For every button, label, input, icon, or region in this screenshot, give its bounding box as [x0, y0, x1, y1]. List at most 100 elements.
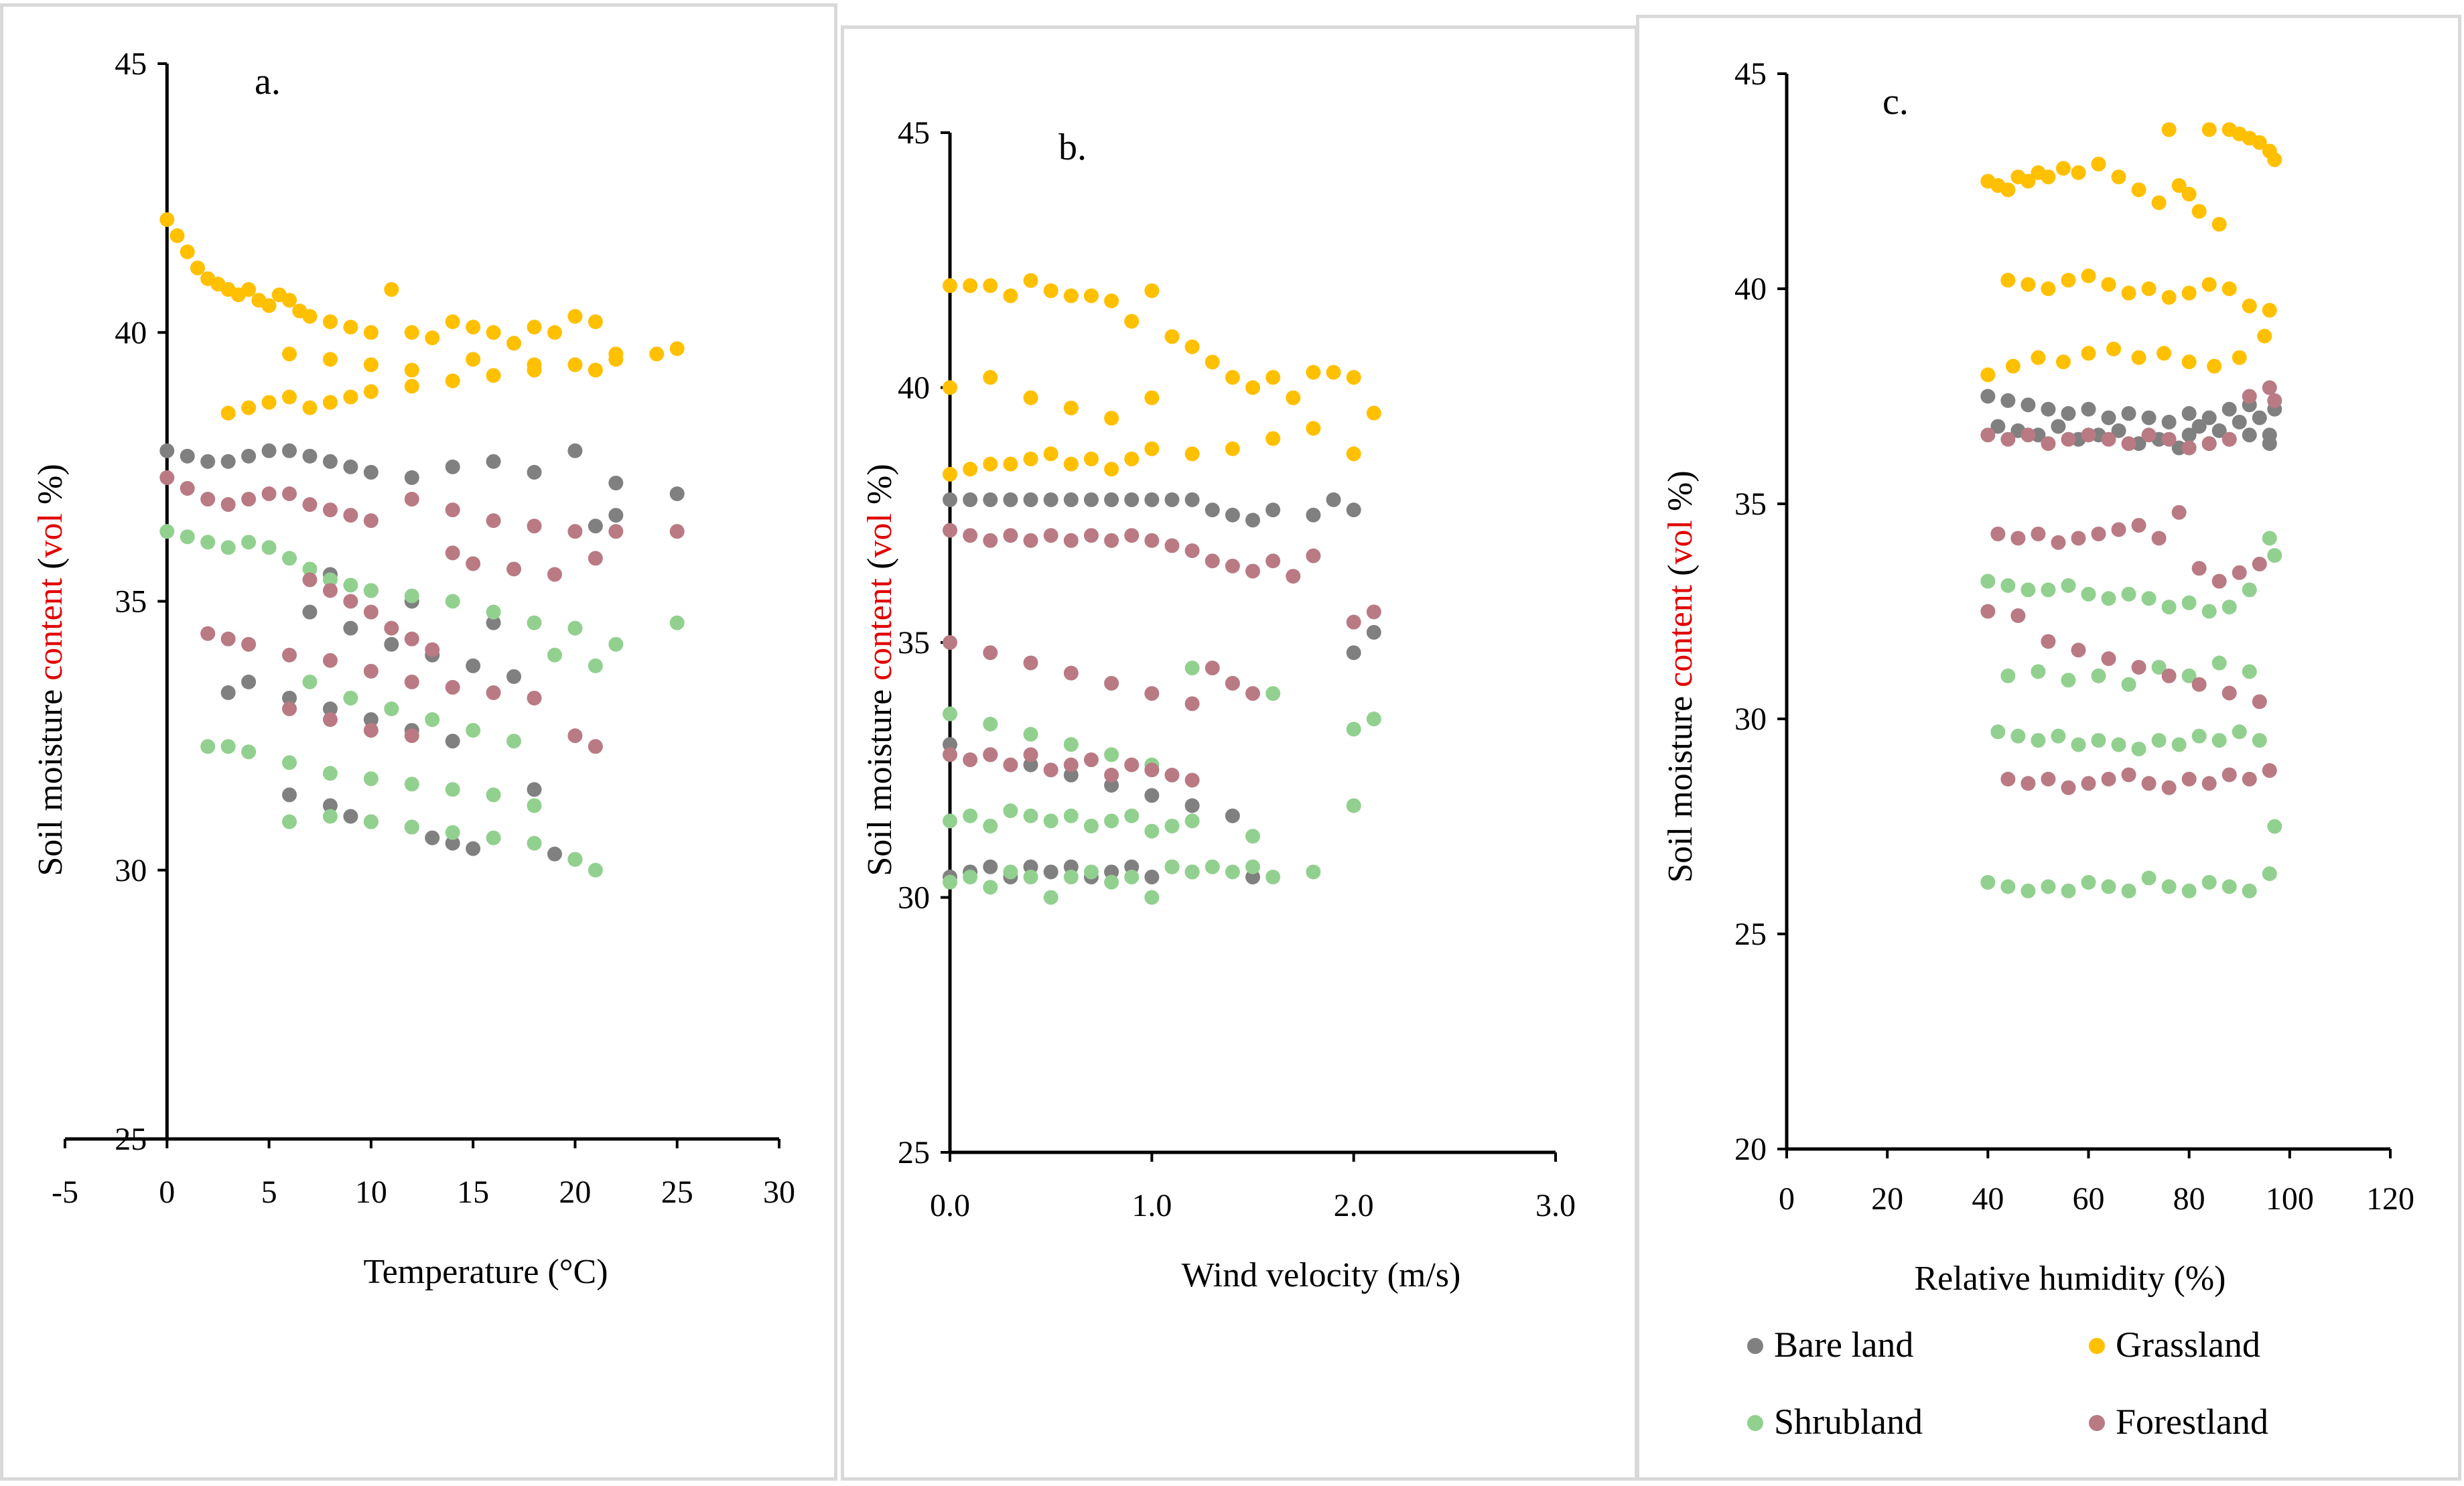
- data-point: [2201, 776, 2217, 791]
- x-tick-label: 100: [2266, 1181, 2314, 1217]
- data-point: [2041, 634, 2056, 649]
- data-point: [1063, 492, 1079, 507]
- data-point: [2181, 440, 2197, 456]
- data-point: [527, 464, 542, 480]
- data-point: [943, 523, 957, 538]
- data-point: [445, 782, 460, 797]
- data-point: [486, 454, 501, 469]
- data-point: [169, 228, 185, 243]
- y-axis-label: Soil moisture content (vol %): [31, 464, 70, 876]
- data-point: [1063, 737, 1079, 752]
- data-point: [200, 626, 216, 641]
- data-point: [282, 486, 297, 501]
- data-point: [486, 604, 501, 620]
- data-point: [1043, 528, 1058, 543]
- data-point: [2131, 659, 2146, 675]
- x-tick-label: 40: [1972, 1181, 2004, 1217]
- data-point: [1104, 293, 1119, 309]
- data-point: [1265, 370, 1281, 385]
- data-point: [2161, 122, 2177, 137]
- data-point: [943, 466, 957, 482]
- data-point: [1346, 798, 1361, 813]
- data-point: [963, 492, 978, 507]
- data-point: [1205, 553, 1220, 569]
- panel-label: c.: [1883, 81, 1909, 123]
- data-point: [241, 535, 257, 550]
- y-tick-label: 25: [1734, 917, 1767, 952]
- data-point: [2211, 423, 2227, 438]
- data-point: [1980, 573, 1996, 589]
- y-axis-label-part: %): [1661, 470, 1700, 520]
- data-point: [1366, 712, 1381, 727]
- data-point: [506, 669, 522, 684]
- data-point: [1063, 859, 1079, 874]
- y-tick-label: 45: [115, 46, 147, 82]
- data-point: [343, 320, 358, 335]
- data-point: [1023, 757, 1038, 772]
- data-point: [1225, 370, 1240, 385]
- y-tick-label: 45: [898, 115, 930, 151]
- panel-label: a.: [255, 61, 281, 103]
- data-point: [425, 712, 440, 728]
- data-point: [2000, 393, 2016, 408]
- data-point: [363, 723, 379, 738]
- data-point: [2191, 204, 2207, 219]
- data-point: [2121, 767, 2136, 783]
- data-point: [1104, 874, 1119, 890]
- data-point: [2262, 380, 2277, 395]
- data-point: [1043, 890, 1058, 905]
- data-point: [527, 320, 542, 335]
- data-point: [2101, 651, 2116, 667]
- data-point: [588, 362, 603, 378]
- data-point: [2101, 771, 2116, 787]
- data-point: [2041, 771, 2056, 787]
- data-point: [1144, 890, 1160, 905]
- data-point: [1286, 390, 1301, 405]
- data-point: [445, 459, 460, 474]
- data-point: [2221, 281, 2237, 296]
- data-point: [404, 776, 419, 792]
- data-point: [343, 459, 358, 474]
- data-point: [1023, 390, 1038, 405]
- data-point: [963, 752, 978, 768]
- data-point: [1184, 696, 1200, 712]
- data-point: [1184, 446, 1200, 462]
- x-tick-label: 0.0: [930, 1188, 970, 1223]
- data-point: [2252, 410, 2267, 425]
- data-point: [2252, 556, 2267, 571]
- data-point: [2151, 195, 2167, 210]
- data-point: [2000, 879, 2016, 894]
- data-point: [2242, 298, 2257, 314]
- data-point: [363, 583, 379, 598]
- data-point: [1104, 675, 1119, 691]
- data-point: [1980, 367, 1996, 383]
- data-point: [1104, 813, 1119, 829]
- data-point: [2171, 178, 2187, 193]
- data-point: [547, 846, 562, 862]
- data-point: [1023, 492, 1038, 507]
- data-point: [983, 278, 998, 293]
- data-point: [180, 480, 195, 496]
- data-point: [669, 615, 685, 630]
- data-point: [2262, 436, 2277, 452]
- data-point: [2181, 427, 2197, 443]
- legend-marker: [2089, 1338, 2105, 1354]
- data-point: [2121, 406, 2136, 421]
- data-point: [2221, 401, 2237, 417]
- data-point: [1205, 354, 1220, 370]
- data-point: [2071, 165, 2086, 180]
- data-point: [159, 443, 175, 458]
- data-point: [2211, 216, 2227, 232]
- data-point: [2267, 819, 2282, 834]
- x-tick-label: 60: [2073, 1181, 2105, 1217]
- data-point: [2111, 737, 2126, 752]
- data-point: [2257, 328, 2272, 344]
- data-point: [2131, 741, 2146, 756]
- y-tick-label: 35: [898, 625, 930, 661]
- data-point: [241, 492, 257, 507]
- data-point: [2111, 522, 2126, 537]
- data-point: [2111, 423, 2126, 438]
- data-point: [322, 572, 338, 588]
- data-point: [1306, 364, 1321, 380]
- data-point: [2021, 397, 2036, 413]
